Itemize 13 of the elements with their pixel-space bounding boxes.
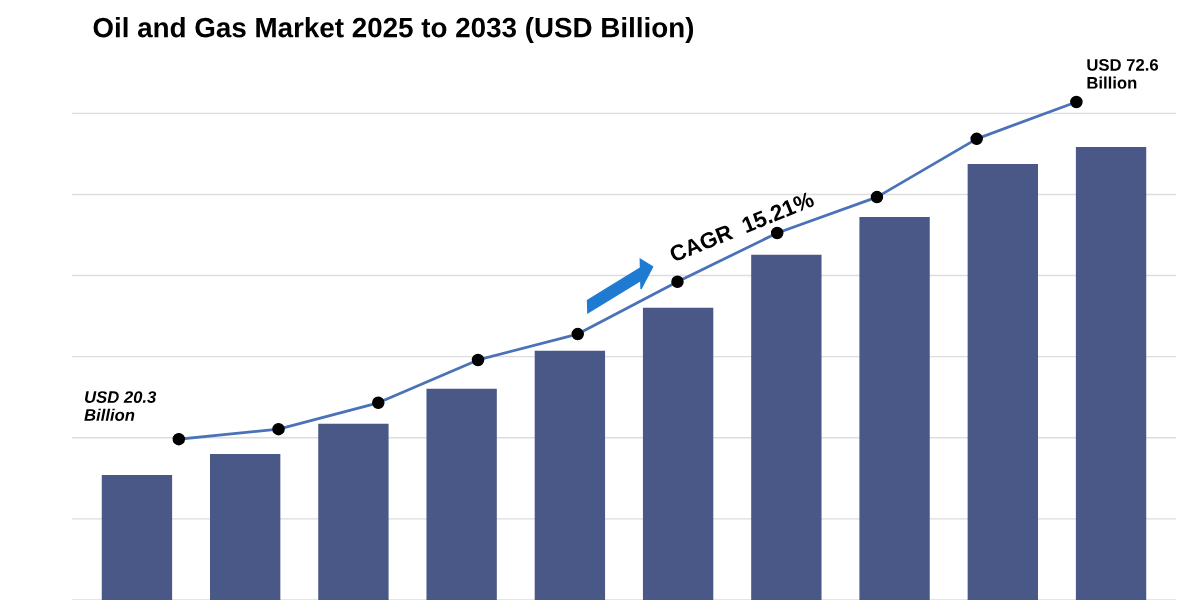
bar [426,388,497,600]
bar [318,423,389,600]
bar [967,164,1038,600]
bar [751,254,822,600]
bar [101,474,173,600]
text: USD 72.6 Billion [1087,58,1159,89]
bar [859,217,930,600]
bar [1075,146,1147,600]
chart-title: Oil and Gas Market 2025 to 2033 (USD Billion) [93,17,694,43]
bar [534,350,606,600]
annotation: USD 20.3 Billion [84,391,157,421]
bar [642,307,714,600]
bar [210,454,281,600]
